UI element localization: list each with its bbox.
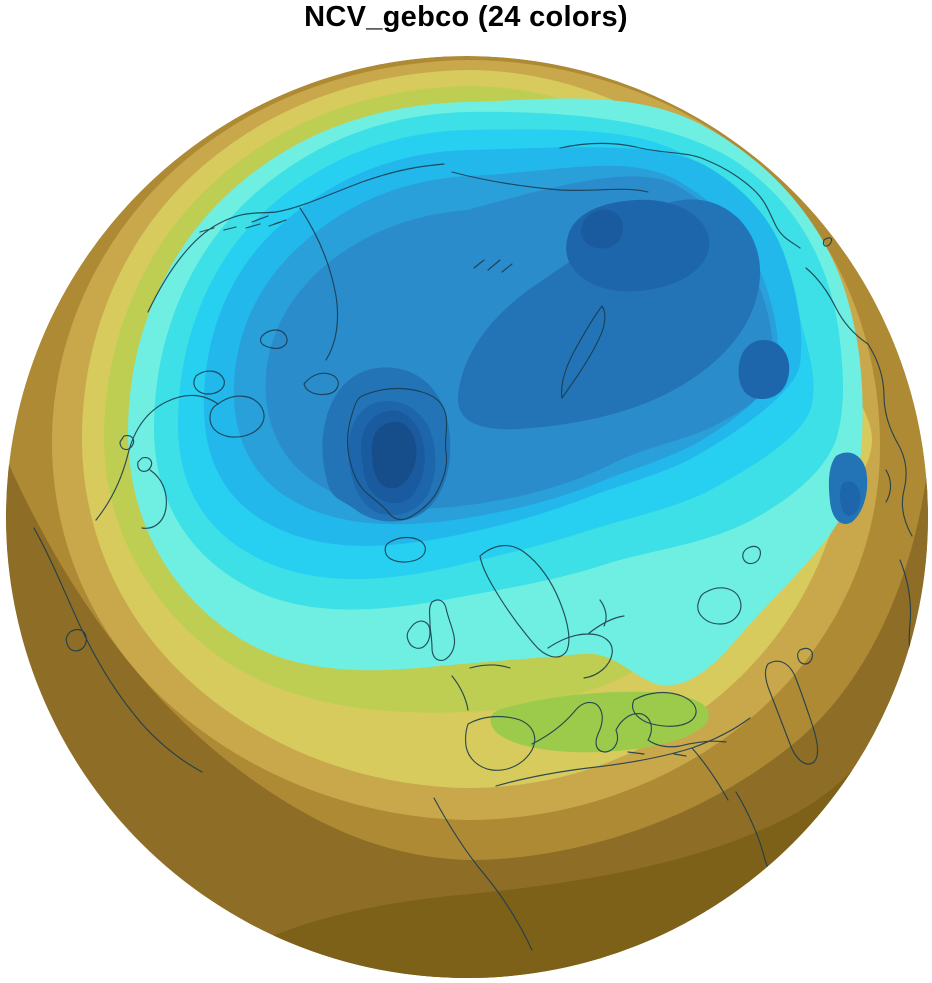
page-title: NCV_gebco (24 colors) bbox=[304, 1, 628, 33]
coastline-white-sea-lakes bbox=[599, 545, 761, 627]
coastline-alaska bbox=[147, 163, 445, 361]
coastline-north-africa bbox=[495, 717, 751, 787]
coastline-africa-west bbox=[433, 797, 533, 951]
coastline-black-sea bbox=[631, 691, 697, 727]
coastline-canada-mainland bbox=[95, 394, 219, 529]
contour-core-darkblue-tibet bbox=[840, 481, 861, 516]
coastline-mediterranean-north bbox=[531, 701, 727, 757]
contour-band-dark-brown bbox=[6, 420, 928, 978]
coastline-greenland bbox=[346, 387, 448, 521]
contour-core-darkblue-chukotka bbox=[738, 340, 790, 400]
coastline-europe-west bbox=[451, 664, 536, 771]
coastline-caspian-aral bbox=[764, 647, 819, 765]
contour-core-darkerblue-siberia bbox=[580, 209, 623, 249]
coastline-novaya-zemlya bbox=[561, 305, 606, 399]
coastline-britain-ireland bbox=[406, 599, 456, 661]
coastline-arctic-islands bbox=[193, 329, 339, 438]
coastline-siberia-arctic bbox=[451, 142, 869, 345]
coastline-scandinavia bbox=[479, 545, 625, 679]
coastline-iceland bbox=[384, 536, 426, 563]
contour-core-darkestblue-greenland bbox=[371, 421, 417, 489]
coastline-north-america-east bbox=[33, 527, 203, 773]
